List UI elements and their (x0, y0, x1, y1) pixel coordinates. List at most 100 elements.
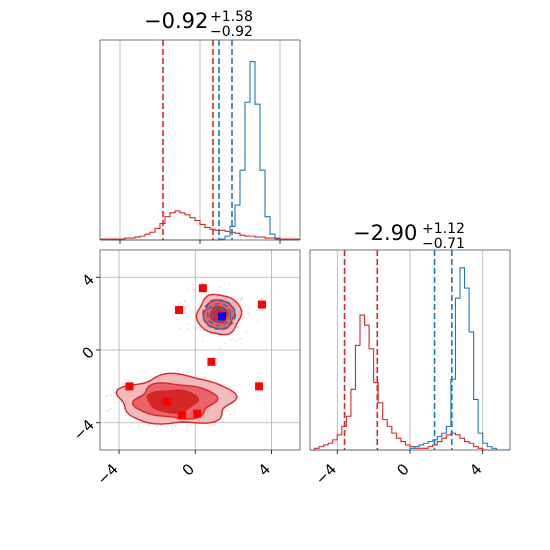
contour-sample-dot (236, 296, 239, 299)
contour-sample-dot (185, 312, 187, 314)
contour-blue-level (202, 299, 237, 330)
contour-blue-marker (217, 312, 226, 321)
contour-sample-dot (108, 408, 110, 411)
contour-sample-dot (186, 428, 189, 431)
contour-sample-dot (136, 378, 139, 380)
contour-sample-dot (186, 306, 189, 308)
contour-sample-dot (171, 427, 174, 430)
contour-red-marker (255, 382, 264, 391)
hist-x-title-minus: −0.92 (210, 24, 253, 40)
contour-sample-dot (247, 312, 250, 315)
hist-y-xtick-label: 0 (393, 460, 412, 479)
contour-sample-dot (137, 424, 140, 427)
contour-sample-dot (174, 425, 177, 427)
contour-sample-dot (199, 329, 201, 331)
contour-red-marker (125, 382, 134, 391)
contour-sample-dot (170, 425, 173, 427)
contour-ytick-label: 4 (79, 271, 98, 290)
contour-sample-dot (195, 328, 198, 331)
contour-sample-dot (187, 288, 189, 291)
contour-sample-dot (239, 338, 241, 341)
contour-xtick-label: 0 (179, 460, 198, 479)
contour-sample-dot (241, 306, 244, 308)
contour-sample-dot (204, 279, 207, 281)
contour-sample-dot (179, 327, 182, 330)
contour-red-marker (175, 306, 184, 314)
contour-sample-dot (192, 283, 195, 285)
contour-sample-dot (104, 395, 107, 398)
hist-y-xtick-label: 4 (466, 460, 485, 479)
contour-sample-dot (185, 425, 188, 428)
contour-red-lower-inner (146, 389, 200, 414)
contour-sample-dot (186, 303, 189, 306)
contour-sample-dot (247, 308, 250, 310)
contour-sample-dot (246, 312, 249, 315)
contour-sample-dot (236, 326, 239, 329)
hist-x-series-red (100, 210, 300, 240)
contour-xtick-label: 4 (255, 460, 274, 479)
contour-sample-dot (214, 424, 216, 426)
contour-sample-dot (195, 308, 198, 311)
contour-sample-dot (184, 299, 186, 302)
contour-sample-dot (257, 321, 259, 323)
contour-sample-dot (196, 327, 198, 329)
contour-sample-dot (109, 394, 112, 397)
contour-red-marker (207, 357, 216, 366)
contour-sample-dot (148, 424, 151, 427)
contour-sample-dot (186, 328, 189, 330)
contour-sample-dot (156, 425, 158, 427)
hist-y-series-red (310, 314, 510, 451)
contour-xy-panel: −4 0 4 −4 0 4 (70, 249, 301, 488)
contour-xtick-label: −4 (94, 460, 122, 488)
contour-sample-dot (110, 408, 113, 410)
histogram-y-panel: −2.90 +1.12 −0.71 −4 0 4 (309, 221, 511, 488)
contour-sample-dot (177, 304, 180, 307)
hist-x-title-median: −0.92 (144, 9, 208, 33)
contour-blue-level (206, 302, 232, 327)
contour-sample-dot (106, 394, 109, 397)
contour-red-marker (193, 409, 202, 418)
contour-sample-dot (230, 339, 233, 341)
contour-sample-dot (201, 340, 204, 343)
contour-sample-dot (240, 298, 243, 300)
contour-sample-dot (114, 416, 116, 419)
contour-sample-dot (204, 376, 206, 379)
contour-sample-dot (232, 296, 235, 298)
hist-x-title-plus: +1.58 (210, 9, 253, 25)
contour-sample-dot (234, 412, 236, 415)
contour-sample-dot (113, 391, 115, 394)
contour-sample-dot (239, 301, 241, 303)
contour-red-marker (198, 284, 207, 293)
hist-y-xtick-label: −4 (312, 460, 340, 488)
contour-sample-dot (175, 319, 178, 321)
contour-sample-dot (229, 386, 231, 389)
contour-sample-dot (255, 309, 258, 312)
contour-sample-dot (198, 301, 201, 303)
contour-sample-dot (241, 343, 243, 345)
contour-sample-dot (228, 283, 231, 285)
contour-sample-dot (218, 347, 220, 350)
contour-xy-plot-area: −4 0 4 −4 0 4 (70, 249, 301, 488)
histogram-x-plot-area (99, 39, 301, 244)
contour-ytick-label: 0 (79, 343, 98, 362)
contour-sample-dot (186, 322, 188, 324)
contour-sample-dot (202, 282, 204, 285)
contour-red-marker (257, 300, 266, 309)
contour-sample-dot (130, 421, 132, 424)
contour-sample-dot (178, 302, 181, 304)
contour-sample-dot (218, 286, 221, 289)
contour-sample-dot (245, 331, 247, 334)
contour-sample-dot (199, 304, 201, 307)
histogram-y-plot-area: −4 0 4 (309, 249, 511, 488)
contour-sample-dot (193, 288, 196, 291)
contour-ytick-label: −4 (70, 416, 98, 444)
contour-sample-dot (106, 410, 108, 412)
contour-sample-dot (234, 340, 237, 343)
contour-sample-dot (185, 317, 188, 319)
contour-sample-dot (241, 296, 244, 299)
hist-y-title-minus: −0.71 (422, 236, 465, 252)
contour-sample-dot (236, 299, 238, 301)
contour-sample-dot (193, 310, 195, 313)
contour-sample-dot (149, 375, 151, 378)
